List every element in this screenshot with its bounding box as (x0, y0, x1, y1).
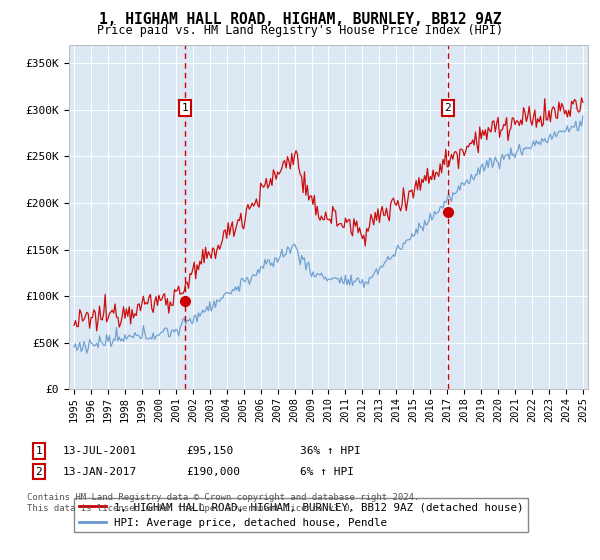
Text: This data is licensed under the Open Government Licence v3.0.: This data is licensed under the Open Gov… (27, 504, 355, 513)
Text: £95,150: £95,150 (186, 446, 233, 456)
Text: 2: 2 (35, 466, 43, 477)
Text: 1: 1 (35, 446, 43, 456)
Legend: 1, HIGHAM HALL ROAD, HIGHAM, BURNLEY, BB12 9AZ (detached house), HPI: Average pr: 1, HIGHAM HALL ROAD, HIGHAM, BURNLEY, BB… (74, 498, 529, 532)
Text: 6% ↑ HPI: 6% ↑ HPI (300, 466, 354, 477)
Text: 1, HIGHAM HALL ROAD, HIGHAM, BURNLEY, BB12 9AZ: 1, HIGHAM HALL ROAD, HIGHAM, BURNLEY, BB… (99, 12, 501, 27)
Text: 1: 1 (182, 103, 188, 113)
Text: Contains HM Land Registry data © Crown copyright and database right 2024.: Contains HM Land Registry data © Crown c… (27, 493, 419, 502)
Text: 2: 2 (445, 103, 451, 113)
Text: £190,000: £190,000 (186, 466, 240, 477)
Text: 13-JUL-2001: 13-JUL-2001 (63, 446, 137, 456)
Text: 36% ↑ HPI: 36% ↑ HPI (300, 446, 361, 456)
Text: Price paid vs. HM Land Registry's House Price Index (HPI): Price paid vs. HM Land Registry's House … (97, 24, 503, 36)
Text: 13-JAN-2017: 13-JAN-2017 (63, 466, 137, 477)
